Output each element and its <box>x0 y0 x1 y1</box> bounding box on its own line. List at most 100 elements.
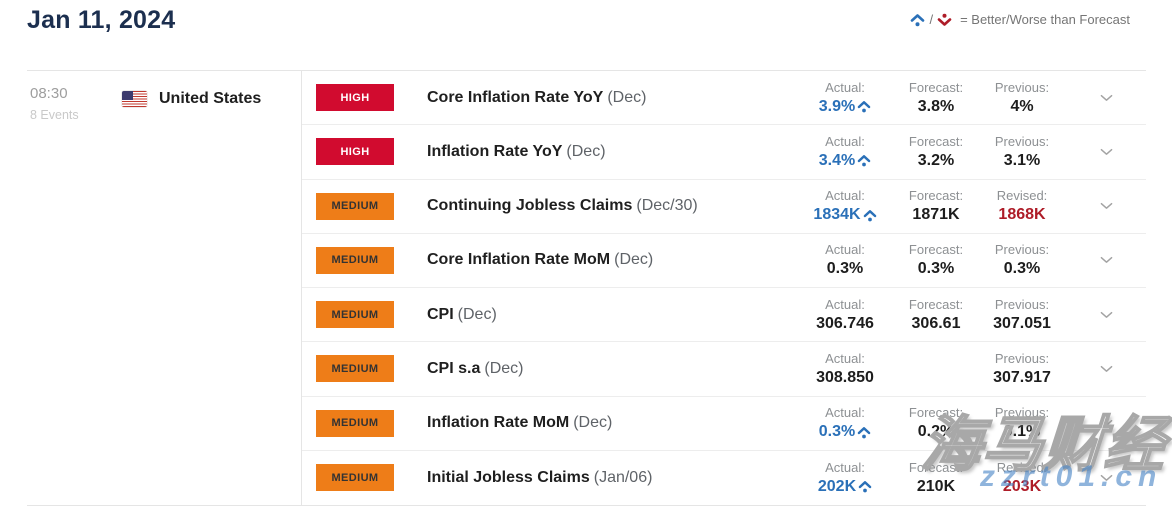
importance-badge-wrap: MEDIUM <box>316 409 394 437</box>
expand-row-button[interactable] <box>1066 94 1146 102</box>
forecast-value: 0.3% <box>917 260 955 278</box>
importance-badge: MEDIUM <box>316 464 394 492</box>
actual-column: Actual: 306.746 <box>796 297 894 333</box>
previous-label: Revised: <box>996 188 1048 204</box>
country-name: United States <box>159 90 262 107</box>
expand-row-button[interactable] <box>1066 474 1146 482</box>
event-name[interactable]: Core Inflation Rate YoY (Dec) <box>427 89 646 107</box>
event-name[interactable]: Inflation Rate YoY (Dec) <box>427 143 606 161</box>
previous-value: 3.1% <box>1003 151 1041 169</box>
actual-label: Actual: <box>825 79 865 95</box>
event-period: (Dec) <box>566 142 606 160</box>
event-title: Initial Jobless Claims <box>427 468 590 486</box>
page-title: Jan 11, 2024 <box>27 6 176 34</box>
event-row[interactable]: MEDIUM Initial Jobless Claims (Jan/06) Ac… <box>302 450 1146 505</box>
expand-row-button[interactable] <box>1066 148 1146 156</box>
forecast-value: 1871K <box>912 206 960 224</box>
event-period: (Dec/30) <box>636 197 698 215</box>
event-row[interactable]: HIGH Inflation Rate YoY (Dec) Actual: 3.4… <box>302 125 1146 180</box>
legend: / = Better/Worse than Forecast <box>910 12 1130 27</box>
event-row[interactable]: MEDIUM Continuing Jobless Claims (Dec/30)… <box>302 179 1146 234</box>
time-group-column: 08:30 8 Events United States <box>27 71 301 505</box>
actual-value: 308.850 <box>816 368 874 386</box>
actual-column: Actual: 1834K <box>796 188 894 224</box>
event-row[interactable]: MEDIUM CPI s.a (Dec) Actual: 308.850 Prev… <box>302 342 1146 397</box>
previous-value: 0.1% <box>1003 423 1041 441</box>
expand-row-button[interactable] <box>1066 311 1146 319</box>
event-row[interactable]: HIGH Core Inflation Rate YoY (Dec) Actual… <box>302 71 1146 126</box>
importance-badge-wrap: MEDIUM <box>316 246 394 274</box>
event-name[interactable]: Continuing Jobless Claims (Dec/30) <box>427 197 698 215</box>
event-title: Core Inflation Rate MoM <box>427 251 611 269</box>
better-than-forecast-icon <box>857 100 871 113</box>
previous-value: 203K <box>1002 477 1042 495</box>
importance-badge: MEDIUM <box>316 409 394 437</box>
importance-badge-wrap: MEDIUM <box>316 355 394 383</box>
actual-value: 0.3% <box>826 260 864 278</box>
forecast-value: 3.8% <box>917 97 955 115</box>
event-name[interactable]: CPI s.a (Dec) <box>427 360 523 378</box>
importance-badge: MEDIUM <box>316 355 394 383</box>
event-title: Core Inflation Rate YoY <box>427 88 604 106</box>
forecast-label: Forecast: <box>908 296 964 312</box>
previous-value: 4% <box>1010 97 1034 115</box>
actual-label: Actual: <box>825 188 865 204</box>
actual-column: Actual: 308.850 <box>796 351 894 387</box>
previous-value: 307.051 <box>993 314 1051 332</box>
event-name[interactable]: Inflation Rate MoM (Dec) <box>427 414 612 432</box>
previous-column: Previous: 3.1% <box>978 134 1066 170</box>
event-period: (Dec) <box>573 414 613 432</box>
expand-row-button[interactable] <box>1066 202 1146 210</box>
previous-column: Previous: 307.917 <box>978 351 1066 387</box>
event-name[interactable]: Core Inflation Rate MoM (Dec) <box>427 251 653 269</box>
event-period: (Dec) <box>614 251 654 269</box>
event-period: (Jan/06) <box>593 468 653 486</box>
event-title: CPI s.a <box>427 359 481 377</box>
previous-column: Previous: 307.051 <box>978 297 1066 333</box>
event-row[interactable]: MEDIUM CPI (Dec) Actual: 306.746 Forecast… <box>302 288 1146 343</box>
previous-column: Previous: 4% <box>978 80 1066 116</box>
event-row[interactable]: MEDIUM Core Inflation Rate MoM (Dec) Actu… <box>302 233 1146 288</box>
event-name[interactable]: CPI (Dec) <box>427 306 497 324</box>
forecast-value: 306.61 <box>911 314 961 332</box>
actual-value: 306.746 <box>816 314 874 332</box>
forecast-column: Forecast: 0.2% <box>894 405 978 441</box>
actual-column: Actual: 0.3% <box>796 405 894 441</box>
country-row[interactable]: United States <box>122 90 261 108</box>
event-name[interactable]: Initial Jobless Claims (Jan/06) <box>427 469 652 487</box>
expand-row-button[interactable] <box>1066 365 1146 373</box>
event-title: Continuing Jobless Claims <box>427 197 633 215</box>
expand-row-button[interactable] <box>1066 419 1146 427</box>
actual-value: 3.9% <box>796 98 894 116</box>
previous-column: Revised: 203K <box>978 460 1066 496</box>
actual-label: Actual: <box>825 242 865 258</box>
importance-badge: MEDIUM <box>316 192 394 220</box>
previous-label: Previous: <box>994 133 1050 149</box>
better-than-forecast-icon <box>857 154 871 167</box>
forecast-value: 3.2% <box>917 151 955 169</box>
forecast-column <box>894 367 978 370</box>
event-period: (Dec) <box>484 359 524 377</box>
actual-column: Actual: 0.3% <box>796 242 894 278</box>
actual-label: Actual: <box>825 133 865 149</box>
forecast-column: Forecast: 0.3% <box>894 242 978 278</box>
previous-label: Revised: <box>996 459 1048 475</box>
importance-badge: HIGH <box>316 84 394 112</box>
events-list: HIGH Core Inflation Rate YoY (Dec) Actual… <box>301 71 1146 505</box>
forecast-label: Forecast: <box>908 405 964 421</box>
actual-column: Actual: 202K <box>796 460 894 496</box>
previous-value: 0.3% <box>1003 260 1041 278</box>
importance-badge-wrap: MEDIUM <box>316 301 394 329</box>
actual-column: Actual: 3.9% <box>796 80 894 116</box>
forecast-label: Forecast: <box>908 79 964 95</box>
actual-value: 1834K <box>796 206 894 224</box>
previous-value: 1868K <box>998 206 1046 224</box>
event-row[interactable]: MEDIUM Inflation Rate MoM (Dec) Actual: 0… <box>302 396 1146 451</box>
previous-column: Previous: 0.1% <box>978 405 1066 441</box>
forecast-column: Forecast: 3.2% <box>894 134 978 170</box>
forecast-column: Forecast: 3.8% <box>894 80 978 116</box>
expand-row-button[interactable] <box>1066 256 1146 264</box>
legend-separator: / <box>929 12 934 27</box>
importance-badge: MEDIUM <box>316 246 394 274</box>
us-flag-icon <box>122 91 147 107</box>
